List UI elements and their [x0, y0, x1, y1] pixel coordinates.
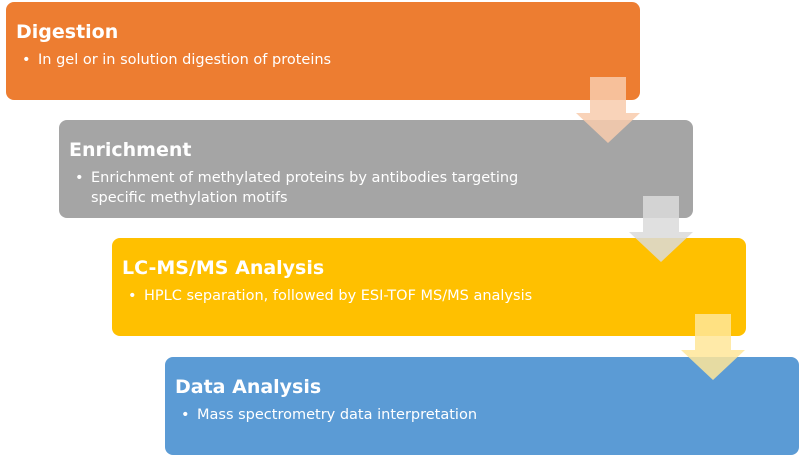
step-title: LC-MS/MS Analysis [122, 257, 325, 279]
step-title: Enrichment [69, 139, 192, 161]
step-enrichment: Enrichment Enrichment of methylated prot… [59, 120, 693, 218]
step-title: Digestion [16, 21, 119, 43]
step-bullet: HPLC separation, followed by ESI-TOF MS/… [122, 286, 614, 306]
down-arrow-icon [629, 196, 693, 262]
step-digestion: Digestion In gel or in solution digestio… [6, 2, 640, 100]
step-title: Data Analysis [175, 376, 322, 398]
step-data-analysis: Data Analysis Mass spectrometry data int… [165, 357, 799, 455]
down-arrow-icon [681, 314, 745, 380]
step-bullet: Mass spectrometry data interpretation [175, 405, 667, 425]
down-arrow-icon [576, 77, 640, 143]
step-bullet: In gel or in solution digestion of prote… [16, 50, 508, 70]
step-bullet: Enrichment of methylated proteins by ant… [69, 168, 561, 208]
step-lc-ms-ms-analysis: LC-MS/MS Analysis HPLC separation, follo… [112, 238, 746, 336]
